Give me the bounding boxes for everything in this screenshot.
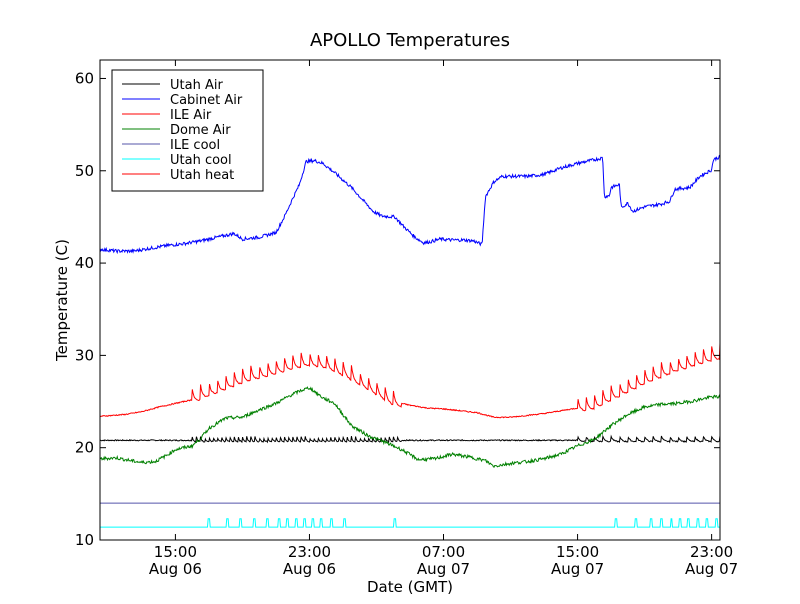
y-tick-label: 20 <box>75 439 94 457</box>
y-tick-label: 40 <box>75 254 94 272</box>
x-tick-label-date: Aug 07 <box>551 560 604 578</box>
legend-frame <box>111 69 264 192</box>
y-tick-label: 10 <box>75 531 94 549</box>
x-tick-label-time: 23:00 <box>690 543 733 561</box>
legend-label: Utah Air <box>170 78 223 93</box>
legend-label: ILE Air <box>170 108 212 123</box>
legend-label: Utah cool <box>170 153 232 168</box>
x-tick-label-date: Aug 07 <box>417 560 470 578</box>
legend-label: Dome Air <box>170 123 231 138</box>
x-tick-label-date: Aug 06 <box>283 560 336 578</box>
x-tick-label-date: Aug 07 <box>685 560 738 578</box>
x-axis-title: Date (GMT) <box>367 578 453 596</box>
y-axis-title: Temperature (C) <box>53 239 71 362</box>
legend-label: ILE cool <box>170 138 220 153</box>
y-tick-label: 50 <box>75 162 94 180</box>
x-tick-label-time: 15:00 <box>556 543 599 561</box>
series-line-dome-air <box>99 386 721 468</box>
y-tick-label: 30 <box>75 346 94 364</box>
chart-title: APOLLO Temperatures <box>310 30 510 51</box>
legend-label: Utah heat <box>170 168 234 183</box>
series-line-cabinet-air <box>99 154 721 255</box>
series-layer <box>99 154 721 528</box>
legend-label: Cabinet Air <box>170 93 243 108</box>
series-line-utah-air <box>99 434 721 444</box>
y-tick-label: 60 <box>75 69 94 87</box>
x-tick-label-time: 15:00 <box>154 543 197 561</box>
series-line-ile-air <box>99 343 721 419</box>
plot-frame <box>99 59 721 541</box>
x-tick-label-time: 07:00 <box>422 543 465 561</box>
x-tick-label-time: 23:00 <box>288 543 331 561</box>
series-line-utah-cool <box>100 518 720 528</box>
x-tick-label-date: Aug 06 <box>149 560 202 578</box>
